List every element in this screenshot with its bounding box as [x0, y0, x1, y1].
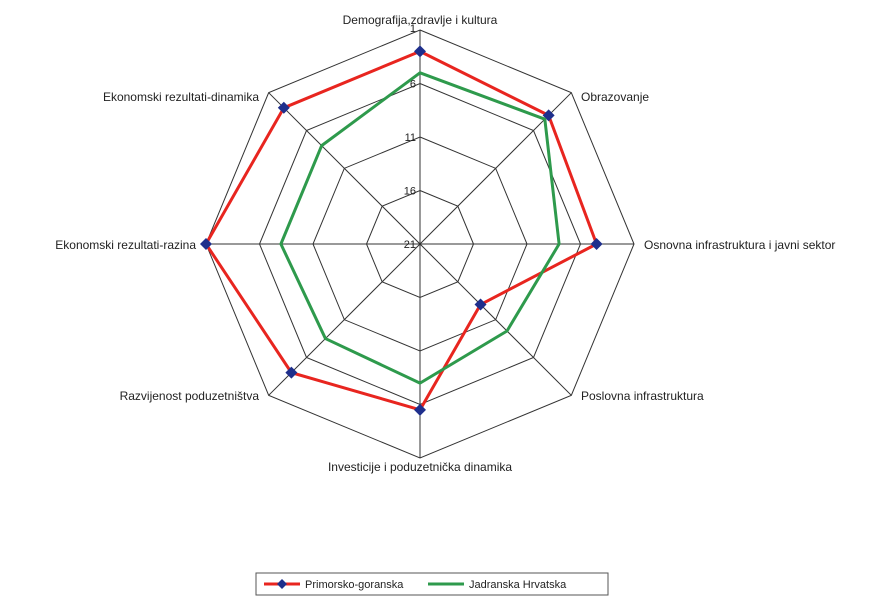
radar-axes [206, 30, 634, 458]
axis-label: Ekonomski rezultati-razina [55, 238, 196, 252]
axis-label: Poslovna infrastruktura [581, 389, 704, 403]
tick-label: 11 [405, 132, 416, 144]
axis-label: Demografija,zdravlje i kultura [343, 13, 498, 27]
series-point [414, 403, 426, 416]
axis-label: Osnovna infrastruktura i javni sektor [644, 238, 835, 252]
axis-label: Ekonomski rezultati-dinamika [103, 90, 259, 104]
tick-label: 1 [410, 23, 416, 35]
legend-marker-primorsko [277, 579, 287, 589]
legend-label-primorsko: Primorsko-goranska [305, 579, 404, 591]
legend-label-jadranska: Jadranska Hrvatska [469, 579, 567, 591]
tick-label: 21 [404, 239, 416, 251]
axis-label: Razvijenost poduzetništva [120, 389, 260, 403]
series-point [474, 298, 487, 311]
tick-label: 6 [410, 79, 416, 91]
tick-label: 16 [404, 186, 416, 198]
series-point [200, 238, 212, 250]
series-point [590, 238, 603, 250]
series-point [277, 101, 290, 114]
radar-axis-labels: Demografija,zdravlje i kultura Obrazovanj… [55, 13, 835, 474]
axis-spoke [419, 243, 572, 396]
series-line-jadranska [279, 71, 561, 385]
radar-series [200, 45, 603, 416]
axis-spoke [268, 92, 421, 245]
axis-label: Investicije i poduzetnička dinamika [328, 460, 512, 474]
series-point [285, 366, 298, 379]
series-point [414, 45, 426, 58]
axis-label: Obrazovanje [581, 90, 649, 104]
legend: Primorsko-goranska Jadranska Hrvatska [255, 572, 609, 596]
